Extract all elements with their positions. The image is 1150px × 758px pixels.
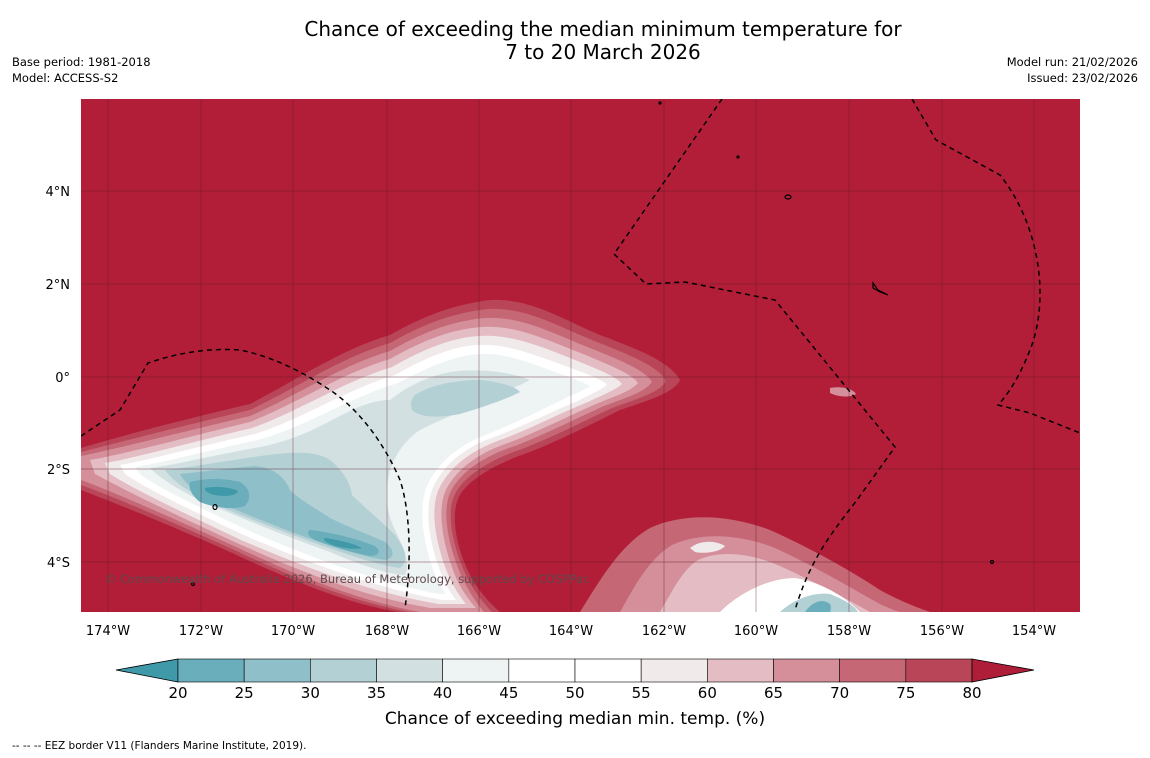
colorbar-segment [177,658,245,683]
contour-35-north [411,380,520,417]
lon-tick-label: 168°W [365,624,409,639]
lat-tick-label: 0° [55,371,70,386]
warm-patch [830,387,856,397]
chart-title: Chance of exceeding the median minimum t… [0,18,1150,64]
meta-right: Model run: 21/02/2026 Issued: 23/02/2026 [1007,54,1138,86]
colorbar-segment [773,658,840,683]
colorbar-segment [839,658,907,683]
lon-tick-label: 164°W [549,624,593,639]
eez-border-west [81,348,410,609]
colorbar-extend-low [115,658,179,683]
colorbar-tick-label: 55 [631,684,651,702]
colorbar-tick-label: 70 [830,684,850,702]
colorbar-segment [376,658,443,683]
colorbar-segment [905,658,973,683]
colorbar-segment [310,658,377,683]
lon-tick-label: 156°W [920,624,964,639]
colorbar-tick-label: 40 [433,684,453,702]
island-4 [736,155,740,159]
lat-tick-label: 2°N [46,278,71,293]
eez-legend-note: -- -- -- EEZ border V11 (Flanders Marine… [12,740,307,752]
colorbar-tick-label: 75 [896,684,916,702]
contour-20 [204,487,238,496]
island-7 [658,101,662,105]
colorbar-tick-label: 35 [366,684,387,702]
colorbar-segment [574,658,642,683]
eez-borders [81,99,1080,611]
island-2 [872,281,889,296]
cool-anomaly-west [81,299,680,612]
colorbar-tick-label: 65 [763,684,784,702]
island-5 [989,559,995,565]
colorbar-tick-label: 50 [565,684,585,702]
graticule [81,99,1080,612]
lon-tick-label: 174°W [86,624,130,639]
lon-tick-label: 154°W [1012,624,1056,639]
lat-tick-label: 2°S [47,463,70,478]
islands [190,101,995,587]
lat-tick-label: 4°N [46,185,71,200]
lon-tick-label: 172°W [179,624,223,639]
lon-tick-label: 166°W [457,624,501,639]
map-field: © Commonwealth of Australia 2026, Bureau… [81,99,1080,612]
lat-axis: 4°N 2°N 0° 2°S 4°S [46,185,71,571]
colorbar-tick-label: 20 [168,684,188,702]
colorbar-tick-label: 60 [697,684,717,702]
colorbar-tick-label: 45 [499,684,519,702]
base-period: Base period: 1981-2018 [12,55,151,69]
eez-border-north [613,99,896,611]
colorbar-tick-label: 25 [234,684,254,702]
colorbar-tick-label: 80 [962,684,982,702]
island-6 [190,581,196,587]
colorbar-segment [442,658,510,683]
copyright-text: © Commonwealth of Australia 2026, Bureau… [105,572,589,586]
lat-tick-label: 4°S [47,556,70,571]
colorbar-segment [243,658,311,683]
lon-axis: 174°W 172°W 170°W 168°W 166°W 164°W 162°W 160°W… [86,624,1056,639]
island-1 [784,194,792,200]
colorbar-segment [640,658,708,683]
meta-left: Base period: 1981-2018 Model: ACCESS-S2 [12,54,151,86]
lon-tick-label: 162°W [642,624,686,639]
model-run: Model run: 21/02/2026 [1006,55,1138,69]
lon-tick-label: 170°W [271,624,315,639]
cool-anomaly-southeast [580,387,930,612]
colorbar-extend-high [971,658,1035,683]
se-contour-25 [805,601,831,612]
lon-tick-label: 158°W [827,624,871,639]
colorbar-segment [508,658,576,683]
lon-tick-label: 160°W [734,624,778,639]
se-contour-55-island [690,541,725,553]
title-line-1: Chance of exceeding the median minimum t… [304,17,902,41]
colorbar-title: Chance of exceeding median min. temp. (%… [384,709,766,729]
colorbar [115,658,1035,683]
island-3 [212,503,218,511]
model-name: Model: ACCESS-S2 [12,71,119,85]
title-line-2: 7 to 20 March 2026 [505,40,701,64]
issued-date: Issued: 23/02/2026 [1027,71,1138,85]
colorbar-segment [707,658,774,683]
colorbar-tick-label: 30 [300,684,320,702]
contour-20-b [324,538,362,549]
